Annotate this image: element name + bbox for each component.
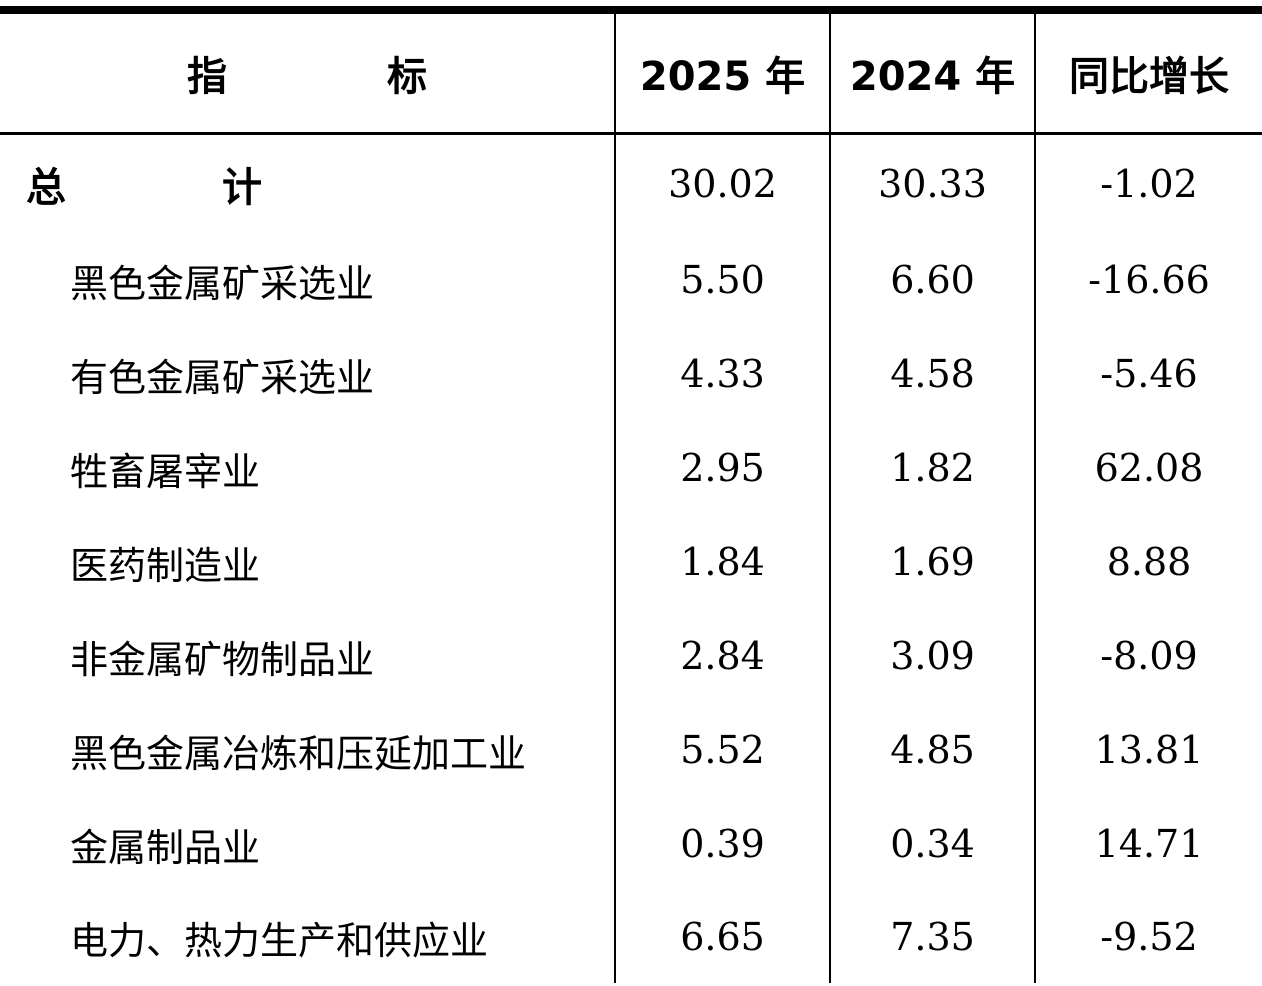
row-name: 医药制造业 [70,543,261,588]
row-value-2024: 3.09 [829,609,1035,703]
row-value-2025: 6.65 [614,891,830,983]
table-row-total: 总 计 30.02 30.33 -1.02 [0,133,1262,233]
row-value-2025: 30.02 [614,133,830,233]
header-2025: 2025 年 [614,14,830,135]
row-value-2024: 6.60 [829,233,1035,327]
row-growth: 14.71 [1034,797,1262,891]
row-name: 黑色金属矿采选业 [70,261,375,306]
row-value-2024: 1.69 [829,515,1035,609]
row-value-2024: 1.82 [829,421,1035,515]
row-value-2024: 4.85 [829,703,1035,797]
row-growth: -9.52 [1034,891,1262,983]
row-value-2025: 5.50 [614,233,830,327]
row-growth: -5.46 [1034,327,1262,421]
row-name: 牲畜屠宰业 [70,449,261,494]
row-value-2025: 5.52 [614,703,830,797]
header-indicator: 指 标 [0,14,615,135]
table-row: 金属制品业 0.39 0.34 14.71 [0,797,1262,891]
row-value-2024: 30.33 [829,133,1035,233]
row-name: 有色金属矿采选业 [70,355,375,400]
row-value-2025: 0.39 [614,797,830,891]
row-growth: -1.02 [1034,133,1262,233]
row-value-2025: 4.33 [614,327,830,421]
row-value-2025: 1.84 [614,515,830,609]
table-row: 黑色金属冶炼和压延加工业 5.52 4.85 13.81 [0,703,1262,797]
header-yoy-growth: 同比增长 [1034,14,1262,135]
row-value-2025: 2.95 [614,421,830,515]
row-name: 黑色金属冶炼和压延加工业 [70,731,527,776]
table-row: 有色金属矿采选业 4.33 4.58 -5.46 [0,327,1262,421]
row-value-2024: 7.35 [829,891,1035,983]
table-row: 黑色金属矿采选业 5.50 6.60 -16.66 [0,233,1262,327]
table-header-row: 指 标 2025 年 2024 年 同比增长 [0,14,1262,135]
row-name: 电力、热力生产和供应业 [70,918,489,963]
table-row: 医药制造业 1.84 1.69 8.88 [0,515,1262,609]
table-top-rule [0,6,1262,14]
row-value-2025: 2.84 [614,609,830,703]
table-row: 非金属矿物制品业 2.84 3.09 -8.09 [0,609,1262,703]
row-name: 非金属矿物制品业 [70,637,375,682]
statistics-table: 指 标 2025 年 2024 年 同比增长 总 计 30.02 30.33 -… [0,14,1262,983]
row-growth: -16.66 [1034,233,1262,327]
row-value-2024: 4.58 [829,327,1035,421]
row-value-2024: 0.34 [829,797,1035,891]
table-row: 电力、热力生产和供应业 6.65 7.35 -9.52 [0,891,1262,983]
row-name: 总 计 [26,165,320,211]
header-2024: 2024 年 [829,14,1035,135]
row-growth: 8.88 [1034,515,1262,609]
row-name: 金属制品业 [70,825,261,870]
table-row: 牲畜屠宰业 2.95 1.82 62.08 [0,421,1262,515]
row-growth: 62.08 [1034,421,1262,515]
row-growth: -8.09 [1034,609,1262,703]
row-growth: 13.81 [1034,703,1262,797]
